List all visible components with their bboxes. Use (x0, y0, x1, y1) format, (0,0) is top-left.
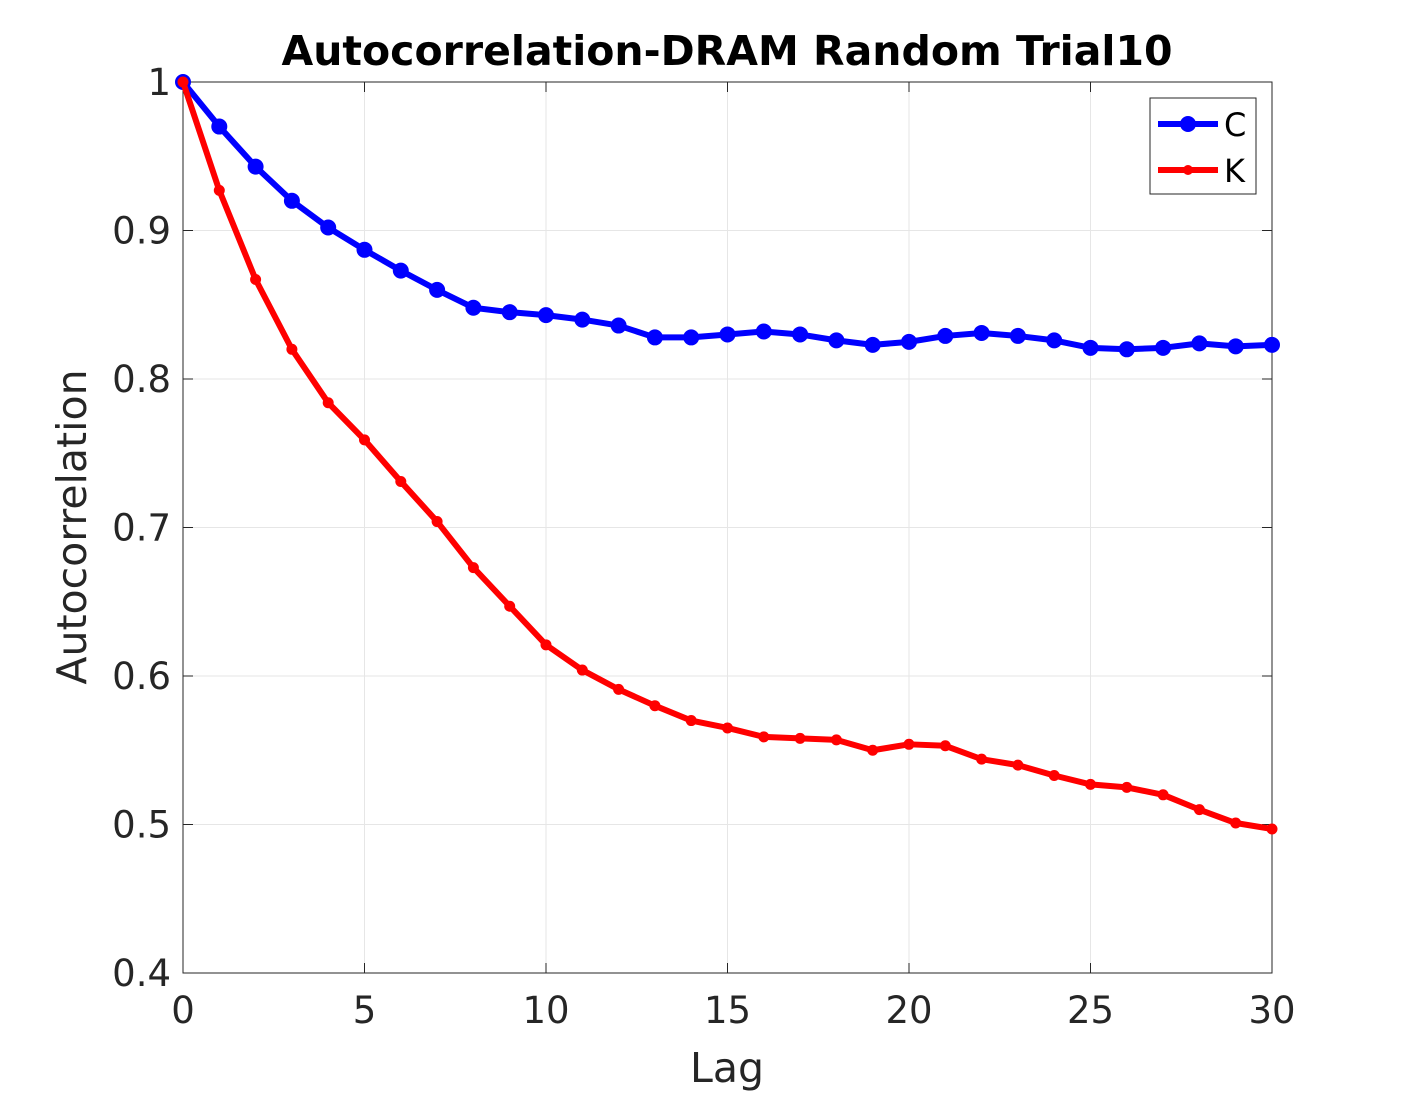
series-group (175, 74, 1280, 835)
data-point-C (429, 281, 446, 298)
y-tick-label: 0.4 (112, 952, 171, 995)
data-point-K (758, 731, 770, 743)
legend-box (1149, 97, 1257, 195)
data-point-K (431, 516, 443, 528)
series-K (177, 76, 1278, 835)
data-point-C (501, 304, 518, 321)
x-tick-label: 30 (1248, 989, 1295, 1032)
y-tick-label: 0.7 (112, 507, 171, 550)
data-point-K (250, 274, 262, 286)
axis-ticks: 0 5 10 15 20 25 30 0.4 0.5 0.6 0.7 0.8 0.9 1 (112, 61, 1295, 1032)
data-point-C (973, 324, 990, 341)
data-point-K (976, 753, 988, 765)
data-point-C (901, 333, 917, 350)
data-point-C (320, 219, 337, 236)
x-tick-label: 0 (171, 989, 195, 1032)
data-point-K (649, 700, 661, 712)
legend-label-C: C (1224, 106, 1246, 144)
legend-marker-K (1183, 165, 1193, 175)
y-tick-label: 0.5 (112, 804, 171, 847)
x-tick-label: 15 (704, 989, 751, 1032)
y-axis-label: Autocorrelation (48, 369, 96, 684)
y-tick-label: 0.8 (112, 358, 171, 401)
data-point-C (828, 332, 845, 349)
data-point-C (792, 326, 809, 343)
data-point-K (467, 562, 479, 574)
data-point-C (356, 241, 373, 258)
x-tick-label: 20 (885, 989, 932, 1032)
data-point-C (610, 317, 627, 334)
data-point-C (1155, 339, 1172, 356)
data-point-C (1227, 338, 1244, 355)
x-tick-label: 25 (1067, 989, 1114, 1032)
data-point-K (286, 343, 298, 355)
data-point-K (1230, 817, 1242, 829)
data-point-K (903, 738, 915, 750)
data-point-K (177, 76, 189, 88)
data-point-C (211, 118, 228, 135)
data-point-K (1193, 804, 1205, 816)
data-point-C (755, 323, 772, 340)
data-point-K (1266, 823, 1278, 835)
data-point-K (867, 744, 879, 756)
x-axis-label: Lag (690, 1044, 764, 1092)
legend-marker-C (1180, 116, 1196, 132)
data-point-K (359, 434, 370, 446)
y-tick-label: 0.6 (112, 655, 171, 698)
x-tick-label: 10 (522, 989, 569, 1032)
data-point-K (395, 475, 407, 487)
data-point-K (1157, 789, 1169, 801)
data-point-C (538, 307, 554, 324)
data-point-C (247, 158, 264, 175)
data-point-C (465, 299, 482, 316)
data-point-K (939, 740, 951, 752)
data-point-K (1048, 769, 1060, 781)
data-point-C (1264, 336, 1280, 353)
data-point-K (794, 732, 806, 744)
data-point-K (540, 639, 552, 651)
chart-title: Autocorrelation-DRAM Random Trial10 (281, 27, 1172, 75)
data-point-K (576, 664, 588, 676)
data-point-C (1009, 327, 1026, 344)
data-point-K (322, 397, 334, 409)
data-point-C (1191, 335, 1208, 352)
data-point-K (1012, 759, 1024, 771)
data-point-C (864, 336, 881, 353)
legend: CK (1149, 97, 1257, 195)
data-point-C (1118, 341, 1135, 358)
data-point-C (574, 311, 591, 328)
data-point-K (830, 734, 842, 746)
data-point-K (213, 184, 225, 196)
data-point-K (722, 722, 733, 734)
legend-label-K: K (1224, 152, 1246, 190)
data-point-K (685, 715, 697, 727)
data-point-C (392, 262, 409, 279)
x-tick-label: 5 (353, 989, 377, 1032)
data-point-C (283, 192, 300, 209)
data-point-C (683, 329, 700, 346)
data-point-C (937, 327, 954, 344)
y-tick-label: 0.9 (112, 210, 171, 253)
data-point-C (646, 329, 663, 346)
data-point-C (719, 326, 736, 343)
data-point-K (1085, 778, 1096, 790)
series-C (175, 74, 1280, 358)
data-point-K (613, 683, 625, 695)
data-point-C (1046, 332, 1063, 349)
y-tick-label: 1 (147, 61, 171, 104)
data-point-K (504, 600, 516, 612)
data-point-C (1082, 339, 1099, 356)
data-point-K (1121, 781, 1133, 793)
